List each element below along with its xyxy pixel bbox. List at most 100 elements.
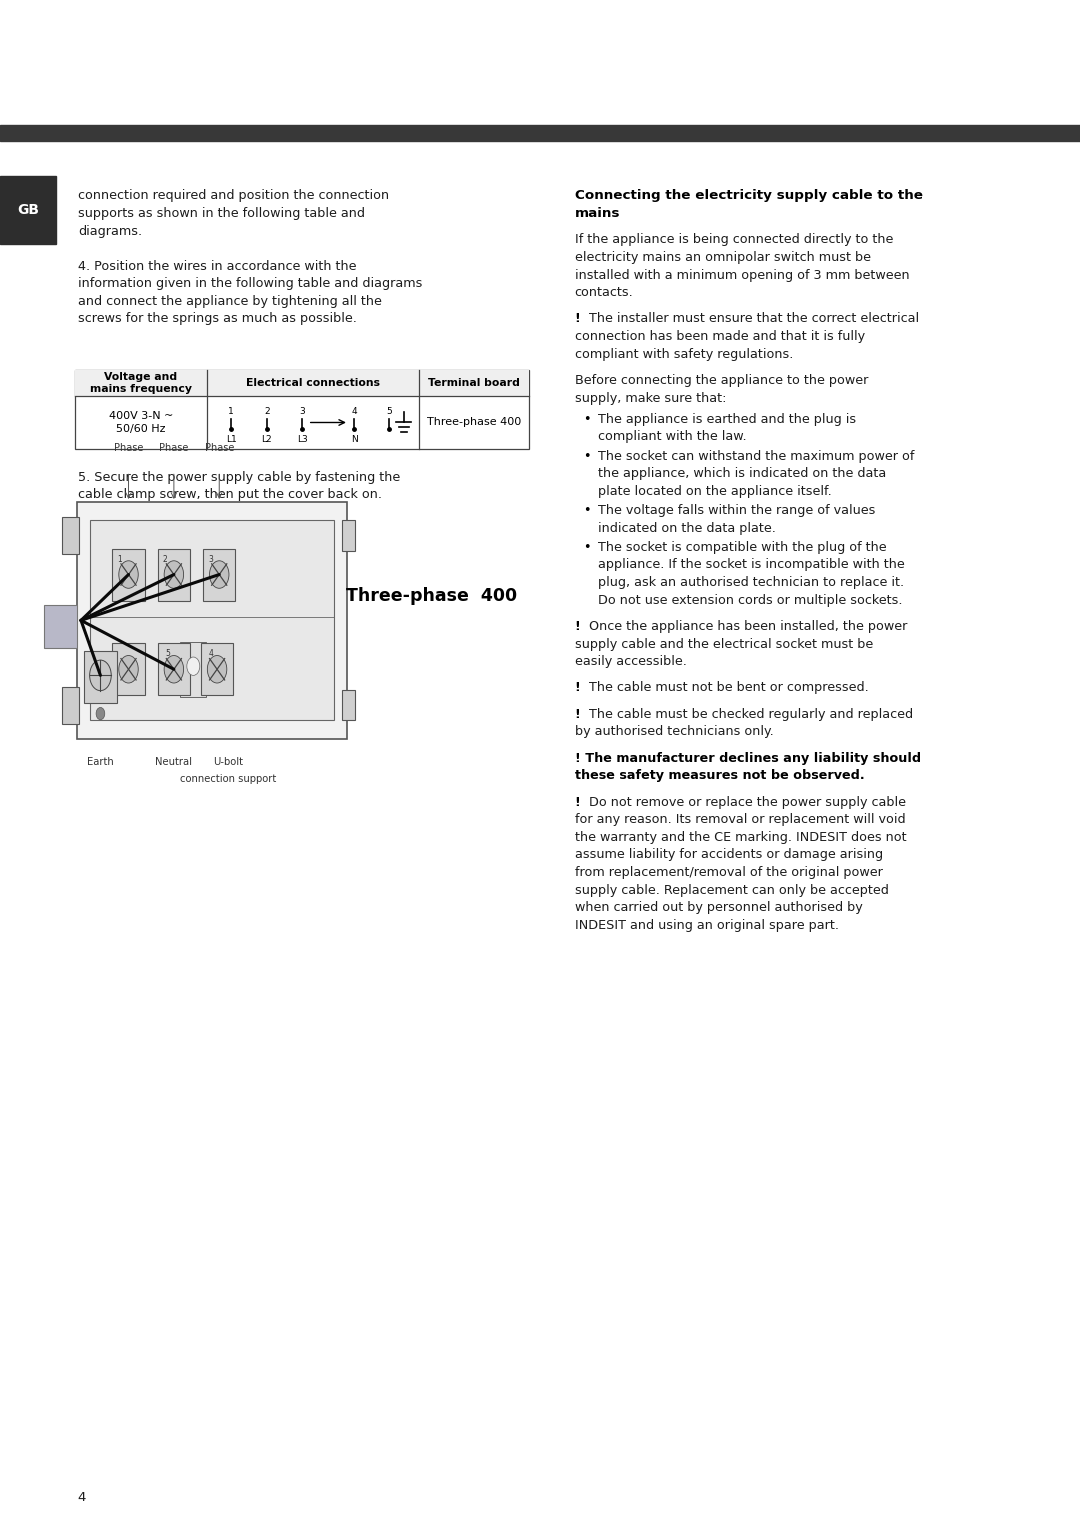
Bar	[75, 370, 529, 449]
Text: diagrams.: diagrams.	[78, 225, 141, 238]
Bar	[201, 643, 233, 695]
Text: L3: L3	[297, 435, 308, 443]
Text: 4: 4	[208, 649, 213, 659]
Text: The socket can withstand the maximum power of: The socket can withstand the maximum pow…	[598, 449, 915, 463]
Text: 5. Secure the power supply cable by fastening the: 5. Secure the power supply cable by fast…	[78, 471, 400, 484]
Text: by authorised technicians only.: by authorised technicians only.	[575, 726, 773, 738]
Text: indicated on the data plate.: indicated on the data plate.	[598, 521, 777, 535]
Text: If the appliance is being connected directly to the: If the appliance is being connected dire…	[575, 234, 893, 246]
Text: •: •	[583, 449, 591, 463]
Text: Phase: Phase	[204, 443, 234, 452]
Text: these safety measures not be observed.: these safety measures not be observed.	[575, 769, 864, 782]
Text: 4. Position the wires in accordance with the: 4. Position the wires in accordance with…	[78, 260, 356, 274]
Text: the appliance, which is indicated on the data: the appliance, which is indicated on the…	[598, 468, 887, 480]
Circle shape	[119, 561, 138, 588]
Text: The installer must ensure that the correct electrical: The installer must ensure that the corre…	[589, 312, 919, 325]
Text: connection required and position the connection: connection required and position the con…	[78, 189, 389, 203]
Text: assume liability for accidents or damage arising: assume liability for accidents or damage…	[575, 848, 882, 862]
Text: !: !	[575, 620, 580, 633]
Text: !: !	[575, 312, 580, 325]
Text: compliant with the law.: compliant with the law.	[598, 431, 747, 443]
Bar	[62, 688, 79, 724]
Bar	[75, 370, 529, 396]
Text: Electrical connections: Electrical connections	[246, 377, 380, 388]
Text: supply, make sure that:: supply, make sure that:	[575, 391, 726, 405]
Text: N: N	[351, 435, 357, 443]
Circle shape	[119, 656, 138, 683]
Text: 3: 3	[299, 408, 306, 416]
Text: INDESIT and using an original spare part.: INDESIT and using an original spare part…	[575, 918, 838, 932]
Text: 1: 1	[228, 408, 234, 416]
Text: U-bolt: U-bolt	[213, 756, 243, 767]
Text: contacts.: contacts.	[575, 286, 633, 299]
Bar	[0, 176, 56, 244]
Circle shape	[164, 561, 184, 588]
Text: easily accessible.: easily accessible.	[575, 656, 687, 668]
Bar	[342, 689, 355, 720]
Bar	[112, 643, 145, 695]
Text: The voltage falls within the range of values: The voltage falls within the range of va…	[598, 504, 876, 516]
Text: Three-phase 400: Three-phase 400	[427, 417, 522, 428]
Text: plug, ask an authorised technician to replace it.: plug, ask an authorised technician to re…	[598, 576, 904, 590]
Bar	[90, 520, 334, 720]
Text: compliant with safety regulations.: compliant with safety regulations.	[575, 347, 793, 361]
Bar	[44, 605, 77, 648]
Text: 4: 4	[351, 408, 357, 416]
Text: Before connecting the appliance to the power: Before connecting the appliance to the p…	[575, 374, 868, 387]
Bar	[62, 516, 79, 555]
Bar	[203, 549, 235, 601]
Text: 2: 2	[264, 408, 270, 416]
Text: Once the appliance has been installed, the power: Once the appliance has been installed, t…	[589, 620, 907, 633]
Bar	[77, 501, 347, 738]
Text: Connecting the electricity supply cable to the: Connecting the electricity supply cable …	[575, 189, 922, 203]
Text: connection has been made and that it is fully: connection has been made and that it is …	[575, 330, 865, 344]
Text: supply cable. Replacement can only be accepted: supply cable. Replacement can only be ac…	[575, 883, 889, 897]
Text: !: !	[575, 681, 580, 695]
Text: Earth: Earth	[87, 756, 113, 767]
Text: Do not remove or replace the power supply cable: Do not remove or replace the power suppl…	[589, 796, 906, 808]
Text: connection support: connection support	[179, 775, 276, 784]
Text: The cable must be checked regularly and replaced: The cable must be checked regularly and …	[589, 707, 913, 721]
Text: GB: GB	[17, 203, 39, 217]
Text: L1: L1	[226, 435, 237, 443]
Text: supports as shown in the following table and: supports as shown in the following table…	[78, 206, 365, 220]
Circle shape	[164, 656, 184, 683]
Text: ! The manufacturer declines any liability should: ! The manufacturer declines any liabilit…	[575, 752, 920, 766]
Text: installed with a minimum opening of 3 mm between: installed with a minimum opening of 3 mm…	[575, 269, 909, 281]
Text: Neutral: Neutral	[156, 756, 192, 767]
Text: •: •	[583, 541, 591, 555]
Text: the warranty and the CE marking. INDESIT does not: the warranty and the CE marking. INDESIT…	[575, 831, 906, 843]
Text: •: •	[583, 504, 591, 516]
Text: •: •	[583, 413, 591, 426]
Text: 3: 3	[208, 555, 213, 564]
Text: 1: 1	[118, 555, 122, 564]
Text: cable clamp screw, then put the cover back on.: cable clamp screw, then put the cover ba…	[78, 487, 381, 501]
Bar	[0, 125, 1080, 141]
Text: The cable must not be bent or compressed.: The cable must not be bent or compressed…	[589, 681, 868, 695]
Text: 2: 2	[163, 555, 167, 564]
Circle shape	[96, 707, 105, 720]
Circle shape	[187, 657, 200, 675]
Bar	[158, 643, 190, 695]
Bar	[342, 520, 355, 552]
Text: L2: L2	[261, 435, 272, 443]
Text: The socket is compatible with the plug of the: The socket is compatible with the plug o…	[598, 541, 887, 555]
Text: information given in the following table and diagrams: information given in the following table…	[78, 277, 422, 290]
Text: Do not use extension cords or multiple sockets.: Do not use extension cords or multiple s…	[598, 593, 903, 607]
Text: Terminal board: Terminal board	[428, 377, 521, 388]
Text: when carried out by personnel authorised by: when carried out by personnel authorised…	[575, 902, 862, 914]
Text: for any reason. Its removal or replacement will void: for any reason. Its removal or replaceme…	[575, 813, 905, 827]
Text: and connect the appliance by tightening all the: and connect the appliance by tightening …	[78, 295, 381, 309]
Text: 5: 5	[386, 408, 392, 416]
Text: Voltage and
mains frequency: Voltage and mains frequency	[90, 371, 192, 394]
Bar	[112, 549, 145, 601]
Text: The appliance is earthed and the plug is: The appliance is earthed and the plug is	[598, 413, 856, 426]
Bar	[180, 642, 206, 697]
Bar	[84, 651, 117, 703]
Text: appliance. If the socket is incompatible with the: appliance. If the socket is incompatible…	[598, 558, 905, 571]
Text: Three-phase  400: Three-phase 400	[346, 587, 516, 605]
Text: !: !	[575, 796, 580, 808]
Text: !: !	[575, 707, 580, 721]
Text: 4: 4	[78, 1491, 86, 1504]
Bar	[158, 549, 190, 601]
